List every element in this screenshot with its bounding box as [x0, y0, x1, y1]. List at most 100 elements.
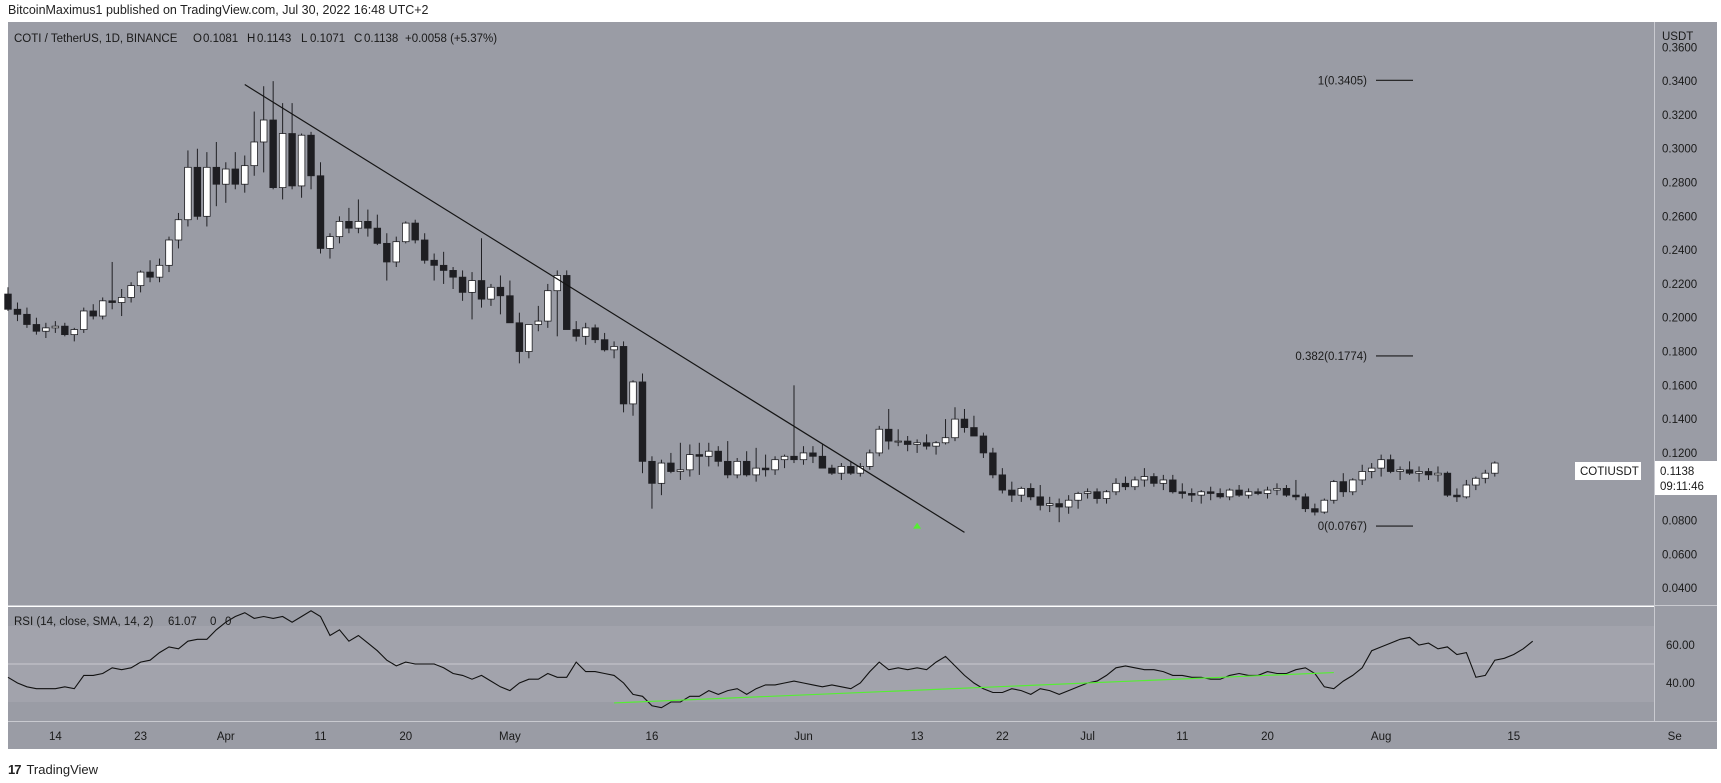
price-tag-value: 0.1138: [1660, 466, 1694, 478]
candle-body-down: [960, 418, 969, 428]
candle: [203, 152, 211, 227]
candle-body-down: [572, 329, 580, 337]
candle: [1178, 483, 1186, 499]
candle: [1121, 476, 1130, 491]
candle: [487, 283, 495, 306]
candle-body-up: [1263, 489, 1272, 494]
candle-body-up: [837, 466, 846, 474]
symbol-tag: [1575, 462, 1641, 480]
candle: [1396, 466, 1404, 480]
candle: [1481, 469, 1490, 484]
candle-body-down: [809, 452, 817, 457]
candle: [250, 111, 258, 176]
candle: [1377, 454, 1385, 477]
price-tick-label: 0.2600: [1662, 211, 1697, 223]
candle: [610, 341, 618, 359]
candle-body-up: [1377, 459, 1385, 469]
candle-body-up: [1140, 476, 1149, 481]
descending-trendline[interactable]: [244, 84, 965, 533]
candle-body-down: [1282, 487, 1291, 496]
candle-body-down: [146, 271, 154, 278]
candle: [383, 233, 391, 281]
price-tick-label: 0.0600: [1662, 549, 1697, 561]
rsi-divergence-line[interactable]: [614, 671, 1334, 704]
ohlc-low: 0.1071: [310, 33, 345, 45]
candle: [506, 280, 514, 324]
candle: [335, 216, 344, 244]
price-tag: [1655, 461, 1717, 495]
symbol-bar[interactable]: COTI / TetherUS, 1D, BINANCE O 0.1081 H …: [14, 33, 497, 45]
candle: [818, 444, 827, 469]
time-tick-label: 16: [646, 731, 659, 743]
candle-body-up: [1367, 467, 1376, 472]
ohlc-high-label: H: [247, 33, 255, 45]
candle: [667, 452, 675, 474]
time-tick-label: 22: [996, 731, 1009, 743]
candle: [222, 162, 230, 203]
candle-body-down: [269, 119, 277, 189]
candle: [174, 212, 183, 249]
rsi-legend[interactable]: RSI (14, close, SMA, 14, 2) 61.07 0 0: [14, 616, 231, 628]
candle: [1112, 478, 1120, 496]
ohlc-change: +0.0058 (+5.37%): [405, 33, 497, 45]
candle-body-down: [1339, 481, 1347, 493]
candle: [828, 464, 836, 475]
candle: [657, 459, 666, 496]
candle-body-down: [970, 427, 978, 437]
price-pane[interactable]: [8, 22, 1654, 605]
candle: [676, 442, 685, 480]
candle-body-up: [733, 460, 741, 476]
candle: [1491, 461, 1499, 477]
candle-body-up: [184, 166, 192, 221]
candle-body-up: [1273, 487, 1281, 491]
time-tick-label: 15: [1507, 731, 1520, 743]
candle-body-down: [922, 442, 931, 447]
candle: [1282, 485, 1291, 497]
ohlc-open-label: O: [193, 33, 202, 45]
candle-body-down: [1443, 472, 1452, 496]
footer[interactable]: 17 TradingView: [8, 760, 98, 778]
candle-body-up: [705, 450, 713, 457]
candle: [1320, 498, 1329, 514]
price-tick-label: 0.1800: [1662, 347, 1697, 359]
candle: [184, 150, 192, 227]
candle: [1311, 503, 1319, 516]
candle: [80, 307, 88, 333]
candle: [411, 219, 419, 244]
bullish-divergence-marker: [913, 522, 922, 529]
time-tick-label: 11: [315, 731, 327, 743]
candle-body-up: [1462, 484, 1471, 498]
candle-body-up: [165, 239, 173, 266]
candle-body-up: [1017, 487, 1025, 496]
candle: [1292, 479, 1300, 501]
candle-body-down: [1235, 489, 1243, 496]
time-tick-label: Aug: [1371, 731, 1391, 743]
price-axis[interactable]: [1654, 22, 1717, 721]
candle: [742, 451, 751, 477]
time-axis-ticks: 14 23 Apr 11 20 May 16 Jun 13 22 Jul 11 20 Aug 15 Se: [49, 731, 1682, 743]
candle-body-up: [544, 290, 552, 322]
candle: [1206, 486, 1215, 501]
candle: [42, 322, 50, 339]
candle: [241, 155, 249, 193]
annotations: [244, 84, 965, 533]
candle: [771, 456, 779, 475]
candle: [155, 258, 164, 283]
candle: [1254, 488, 1262, 496]
candle: [1263, 486, 1272, 499]
candle-body-down: [496, 286, 505, 297]
price-tick-label: 0.0400: [1662, 583, 1697, 595]
candle-body-down: [32, 324, 41, 332]
candle-body-down: [364, 221, 372, 229]
candle-body-down: [818, 455, 827, 469]
candle-body-down: [648, 460, 656, 484]
tradingview-logo-icon: 17: [8, 761, 22, 777]
candle: [392, 236, 400, 268]
candle: [752, 447, 760, 482]
ohlc-close-label: C: [354, 33, 362, 45]
candle-body-up: [780, 455, 789, 461]
time-axis[interactable]: [8, 721, 1717, 749]
candle: [354, 199, 363, 234]
candle-body-up: [866, 452, 874, 467]
